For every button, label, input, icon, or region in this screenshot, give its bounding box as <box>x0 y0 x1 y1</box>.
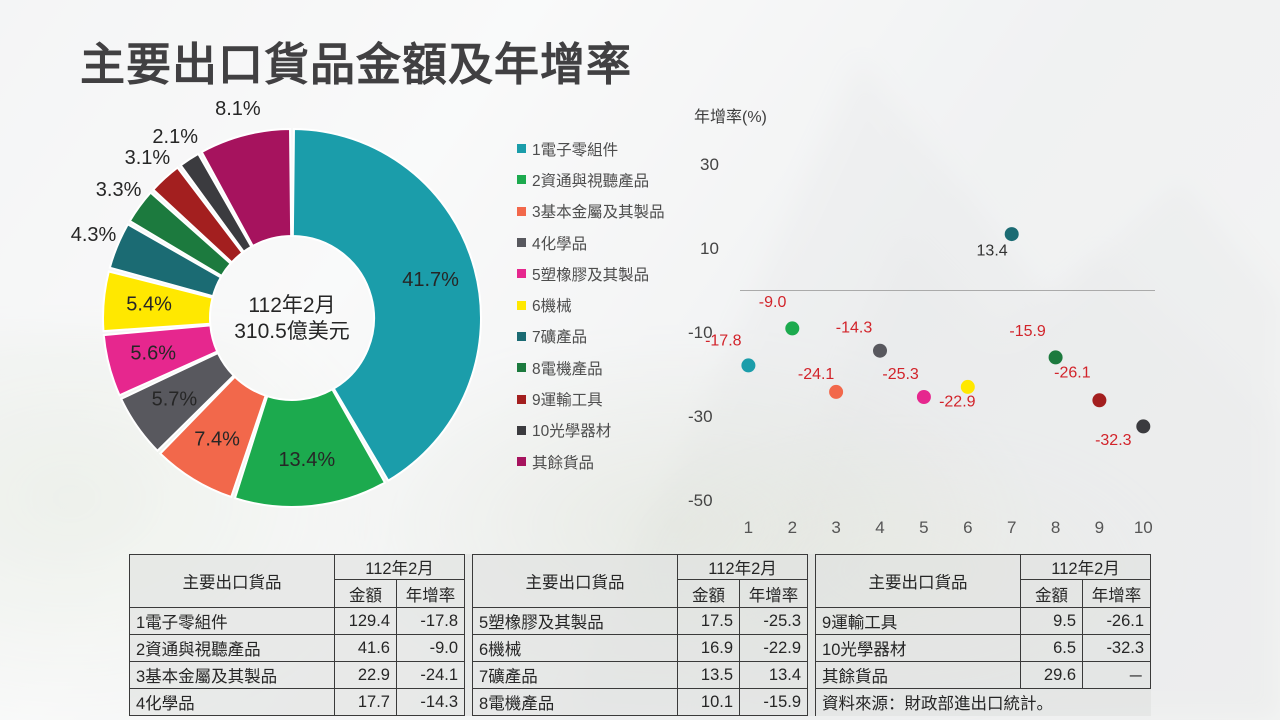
svg-text:-32.3: -32.3 <box>1095 432 1132 449</box>
svg-text:1: 1 <box>744 518 753 537</box>
svg-text:-22.9: -22.9 <box>939 394 976 411</box>
svg-text:-25.3: -25.3 <box>882 366 919 383</box>
svg-text:-26.1: -26.1 <box>1054 364 1091 381</box>
svg-text:10: 10 <box>1134 518 1153 537</box>
svg-text:30: 30 <box>700 155 719 174</box>
svg-text:-50: -50 <box>688 491 713 510</box>
svg-text:-15.9: -15.9 <box>1009 323 1046 340</box>
svg-text:-24.1: -24.1 <box>798 366 835 383</box>
svg-text:-17.8: -17.8 <box>705 333 742 350</box>
svg-text:13.4: 13.4 <box>977 242 1008 259</box>
svg-text:9: 9 <box>1095 518 1104 537</box>
svg-text:-30: -30 <box>688 407 713 426</box>
svg-text:7: 7 <box>1007 518 1016 537</box>
svg-text:-14.3: -14.3 <box>836 320 873 337</box>
svg-text:10: 10 <box>700 239 719 258</box>
svg-text:-9.0: -9.0 <box>759 294 787 311</box>
svg-text:6: 6 <box>963 518 972 537</box>
svg-text:3: 3 <box>831 518 840 537</box>
svg-text:5: 5 <box>919 518 928 537</box>
svg-text:年增率(%): 年增率(%) <box>694 108 767 126</box>
svg-text:8: 8 <box>1051 518 1060 537</box>
svg-text:2: 2 <box>788 518 797 537</box>
svg-text:4: 4 <box>875 518 884 537</box>
